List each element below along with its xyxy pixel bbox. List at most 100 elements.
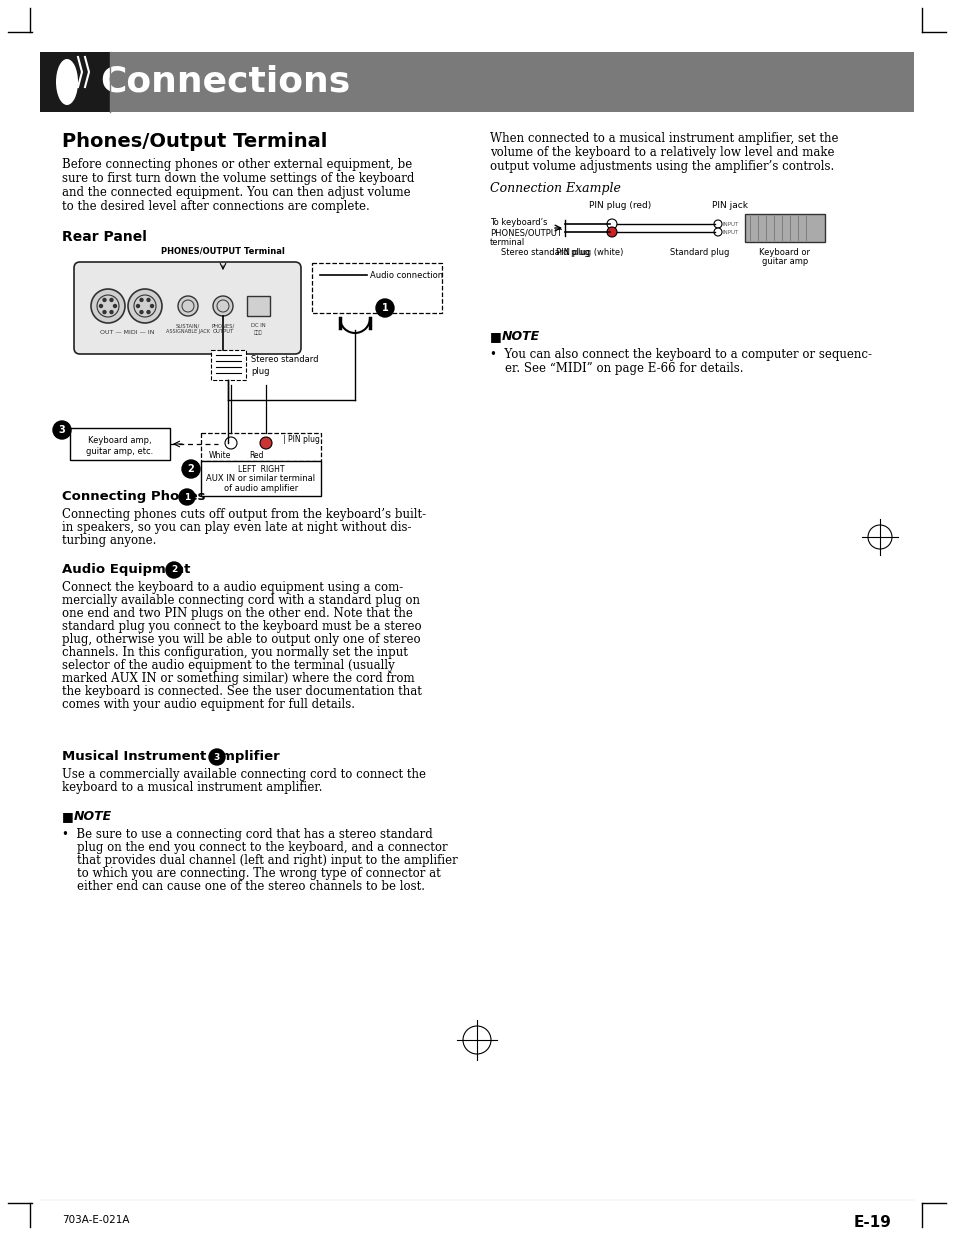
Text: output volume adjustments using the amplifier’s controls.: output volume adjustments using the ampl… [490,161,833,173]
Text: guitar amp, etc.: guitar amp, etc. [87,447,153,456]
FancyBboxPatch shape [74,262,301,354]
Text: terminal: terminal [490,238,525,247]
Circle shape [375,299,394,317]
Text: When connected to a musical instrument amplifier, set the: When connected to a musical instrument a… [490,132,838,144]
Circle shape [166,562,182,578]
Circle shape [91,289,125,324]
Text: INPUT: INPUT [722,230,739,235]
Text: to which you are connecting. The wrong type of connector at: to which you are connecting. The wrong t… [62,867,440,881]
Text: Phones/Output Terminal: Phones/Output Terminal [62,132,327,151]
Text: Connecting phones cuts off output from the keyboard’s built-: Connecting phones cuts off output from t… [62,508,426,521]
Text: NOTE: NOTE [501,330,539,343]
Circle shape [110,310,112,314]
Text: ■: ■ [62,810,73,823]
Text: E-19: E-19 [853,1215,891,1230]
Text: that provides dual channel (left and right) input to the amplifier: that provides dual channel (left and rig… [62,853,457,867]
Text: Keyboard amp,: Keyboard amp, [88,436,152,445]
Text: Stereo standard: Stereo standard [251,354,318,364]
Bar [312,263,441,312]
Text: 1: 1 [184,493,190,501]
Text: plug, otherwise you will be able to output only one of stereo: plug, otherwise you will be able to outp… [62,634,420,646]
Text: plug on the end you connect to the keyboard, and a connector: plug on the end you connect to the keybo… [62,841,447,853]
Text: comes with your audio equipment for full details.: comes with your audio equipment for full… [62,698,355,711]
Circle shape [213,296,233,316]
Text: PHONES/: PHONES/ [212,324,234,329]
Bar [744,214,824,242]
Text: SUSTAIN/: SUSTAIN/ [175,324,200,329]
Circle shape [606,219,617,228]
Text: selector of the audio equipment to the terminal (usually: selector of the audio equipment to the t… [62,659,395,672]
Text: White: White [209,451,232,459]
Bar [247,296,270,316]
Text: mercially available connecting cord with a standard plug on: mercially available connecting cord with… [62,594,419,606]
Text: Use a commercially available connecting cord to connect the: Use a commercially available connecting … [62,768,426,781]
Text: PHONES/OUTPUT: PHONES/OUTPUT [490,228,561,237]
Bar [40,52,110,112]
Text: turbing anyone.: turbing anyone. [62,534,156,547]
Text: | PIN plug: | PIN plug [283,435,319,445]
Text: marked AUX IN or something similar) where the cord from: marked AUX IN or something similar) wher… [62,672,415,685]
Circle shape [209,748,225,764]
Circle shape [225,437,236,450]
Circle shape [99,305,102,308]
Text: guitar amp: guitar amp [761,257,807,266]
Bar [211,350,246,380]
Text: PIN plug (white): PIN plug (white) [556,248,623,257]
Text: Connection Example: Connection Example [490,182,620,195]
Text: Musical Instrument Amplifier: Musical Instrument Amplifier [62,750,279,763]
Text: Rear Panel: Rear Panel [62,230,147,245]
Ellipse shape [56,59,78,105]
Text: to the desired level after connections are complete.: to the desired level after connections a… [62,200,370,212]
Text: er. See “MIDI” on page E-66 for details.: er. See “MIDI” on page E-66 for details. [490,362,742,375]
Circle shape [147,299,150,301]
Circle shape [713,220,721,228]
Text: •  You can also connect the keyboard to a computer or sequenc-: • You can also connect the keyboard to a… [490,348,871,361]
Circle shape [260,437,272,450]
Text: either end can cause one of the stereo channels to be lost.: either end can cause one of the stereo c… [62,881,424,893]
Text: DC IN: DC IN [251,324,265,329]
Text: 3: 3 [213,752,220,762]
Text: 2: 2 [171,566,177,574]
Circle shape [113,305,116,308]
Text: LEFT  RIGHT: LEFT RIGHT [237,466,284,474]
Text: INPUT: INPUT [722,222,739,227]
Text: Before connecting phones or other external equipment, be: Before connecting phones or other extern… [62,158,412,170]
Text: Connect the keyboard to a audio equipment using a com-: Connect the keyboard to a audio equipmen… [62,580,403,594]
Circle shape [103,299,106,301]
Text: and the connected equipment. You can then adjust volume: and the connected equipment. You can the… [62,186,410,199]
Text: ⬧⬧⬧: ⬧⬧⬧ [253,330,262,335]
Circle shape [136,305,139,308]
Text: ASSIGNABLE JACK: ASSIGNABLE JACK [166,329,210,333]
Text: Connecting Phones: Connecting Phones [62,490,205,503]
Text: Audio Equipment: Audio Equipment [62,563,191,576]
Text: Stereo standard plug: Stereo standard plug [500,248,589,257]
Text: PIN jack: PIN jack [711,201,747,210]
Text: the keyboard is connected. See the user documentation that: the keyboard is connected. See the user … [62,685,421,698]
Circle shape [110,299,112,301]
Circle shape [103,310,106,314]
Text: PIN plug (red): PIN plug (red) [588,201,651,210]
Circle shape [140,299,143,301]
Text: one end and two PIN plugs on the other end. Note that the: one end and two PIN plugs on the other e… [62,606,413,620]
Text: 703A-E-021A: 703A-E-021A [62,1215,130,1225]
Bar [201,433,320,461]
Bar [201,461,320,496]
Text: To keyboard’s: To keyboard’s [490,219,547,227]
Text: plug: plug [251,367,269,375]
Text: keyboard to a musical instrument amplifier.: keyboard to a musical instrument amplifi… [62,781,322,794]
Text: standard plug you connect to the keyboard must be a stereo: standard plug you connect to the keyboar… [62,620,421,634]
Text: PHONES/OUTPUT Terminal: PHONES/OUTPUT Terminal [161,247,285,256]
Text: in speakers, so you can play even late at night without dis-: in speakers, so you can play even late a… [62,521,411,534]
Circle shape [53,421,71,438]
Circle shape [178,296,198,316]
Text: Keyboard or: Keyboard or [759,248,810,257]
Circle shape [151,305,153,308]
Text: Connections: Connections [100,65,350,99]
Text: ■: ■ [490,330,501,343]
Text: 3: 3 [58,425,66,435]
Circle shape [140,310,143,314]
Text: channels. In this configuration, you normally set the input: channels. In this configuration, you nor… [62,646,408,659]
Text: •  Be sure to use a connecting cord that has a stereo standard: • Be sure to use a connecting cord that … [62,827,433,841]
Bar [70,429,170,459]
Circle shape [713,228,721,236]
